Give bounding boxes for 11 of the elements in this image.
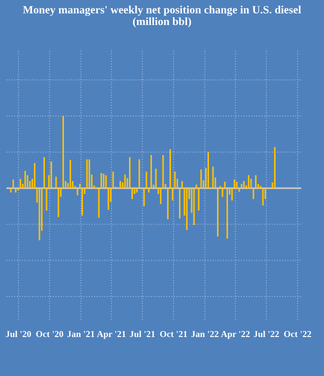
x-tick-label: Jul '21	[130, 330, 155, 338]
x-tick-label: Apr '21	[96, 330, 126, 339]
x-tick-label: Oct '21	[160, 330, 188, 338]
x-tick-label: Oct '20	[36, 330, 64, 338]
x-tick-label: Jul '20	[6, 330, 31, 338]
x-tick-label: Oct '22	[284, 330, 312, 338]
x-tick-label: Jul '22	[254, 330, 279, 338]
chart-title: Money managers' weekly net position change in U.S. diesel (million bbl)	[22, 6, 302, 28]
x-tick-label: Jan '21	[67, 330, 94, 338]
x-tick-label: Jan '22	[191, 330, 218, 338]
x-tick-label: Apr '22	[220, 330, 250, 339]
